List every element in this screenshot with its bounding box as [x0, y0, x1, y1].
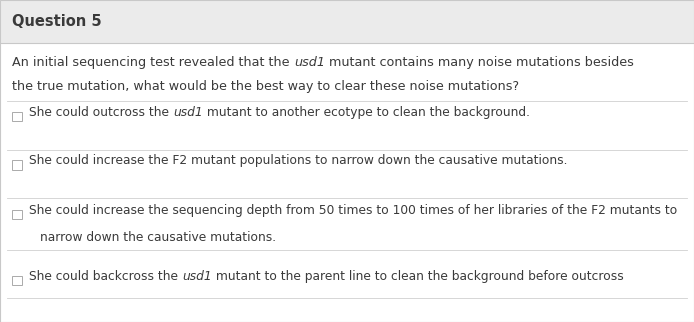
- Text: She could increase the F2 mutant populations to narrow down the causative mutati: She could increase the F2 mutant populat…: [29, 154, 568, 167]
- Text: An initial sequencing test revealed that the: An initial sequencing test revealed that…: [12, 56, 294, 69]
- Text: She could outcross the: She could outcross the: [29, 106, 173, 119]
- Text: narrow down the causative mutations.: narrow down the causative mutations.: [40, 231, 276, 243]
- Text: usd1: usd1: [294, 56, 325, 69]
- Text: usd1: usd1: [182, 270, 212, 283]
- Text: mutant to the parent line to clean the background before outcross: mutant to the parent line to clean the b…: [212, 270, 623, 283]
- Text: Question 5: Question 5: [12, 14, 102, 29]
- Text: the true mutation, what would be the best way to clear these noise mutations?: the true mutation, what would be the bes…: [12, 80, 520, 93]
- Text: She could increase the sequencing depth from 50 times to 100 times of her librar: She could increase the sequencing depth …: [29, 204, 677, 217]
- Text: usd1: usd1: [173, 106, 203, 119]
- Text: mutant to another ecotype to clean the background.: mutant to another ecotype to clean the b…: [203, 106, 530, 119]
- Text: mutant contains many noise mutations besides: mutant contains many noise mutations bes…: [325, 56, 634, 69]
- Text: She could backcross the: She could backcross the: [29, 270, 182, 283]
